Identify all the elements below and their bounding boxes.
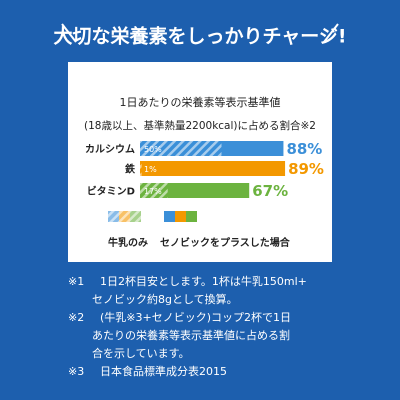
heading: 大切な栄養素をしっかりチャージ! — [53, 25, 346, 48]
chart-title: (18歳以上、基準熱量2200kcal)に占める割合※2 — [84, 119, 316, 132]
note-mark: ※2 — [68, 311, 84, 324]
category-label: ビタミンD — [87, 185, 135, 198]
legend-stripes — [108, 211, 119, 222]
value-label: 89% — [288, 160, 324, 178]
note-mark: ※3 — [68, 365, 84, 378]
value-label: 1% — [144, 165, 157, 174]
chart-title: 1日あたりの栄養素等表示基準値 — [120, 95, 281, 109]
note-line: 合を示しています。 — [92, 346, 190, 360]
value-label: 50% — [144, 145, 162, 154]
value-label: 17% — [144, 187, 162, 196]
value-label: 88% — [286, 140, 322, 158]
category-label: 鉄 — [125, 163, 135, 176]
note-mark: ※1 — [68, 275, 84, 288]
legend-stripes — [119, 211, 130, 222]
legend-label: セノビックをプラスした場合 — [160, 236, 291, 249]
note-line: 日本食品標準成分表2015 — [100, 364, 227, 378]
bar-stripes — [140, 161, 142, 176]
legend-label: 牛乳のみ — [108, 236, 148, 249]
legend-stripes — [130, 211, 141, 222]
note-line: (牛乳※3+セノビック)コップ2杯で1日 — [100, 310, 291, 324]
note-line: あたりの栄養素等表示基準値に占める割 — [92, 328, 290, 342]
legend-swatch — [175, 211, 186, 222]
value-label: 67% — [252, 182, 288, 200]
legend-swatch — [186, 211, 197, 222]
deco — [323, 23, 339, 43]
note-line: 1日2杯目安とします。1杯は牛乳150ml+ — [100, 274, 307, 288]
category-label: カルシウム — [85, 144, 135, 156]
bar-stripes — [140, 141, 222, 156]
deco — [61, 23, 77, 43]
note-line: セノビック約8gとして換算。 — [92, 292, 238, 306]
legend-swatch — [164, 211, 175, 222]
bar — [140, 161, 286, 176]
bar-stripes — [140, 183, 168, 198]
